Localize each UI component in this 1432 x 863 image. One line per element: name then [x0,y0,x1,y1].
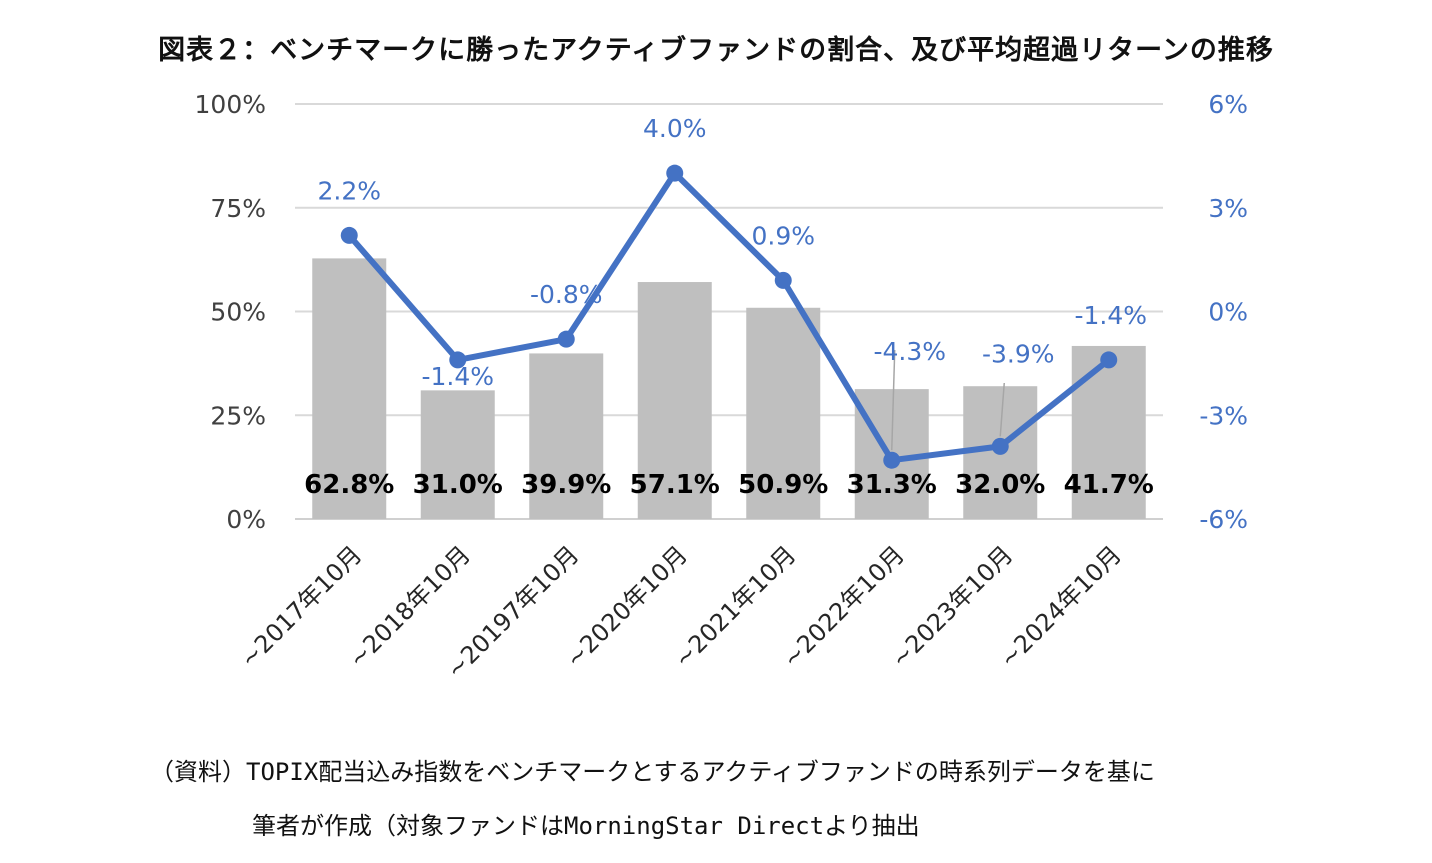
line-data-label: -0.8% [530,280,603,309]
line-point [449,351,467,369]
left-axis: 0% 25% 50% 75% 100% [195,90,266,534]
bar-data-label: 31.0% [413,470,503,500]
combo-chart: 62.8% 31.0% 39.9% 57.1% 50.9% 31.3% 32.0% 41.7%… [195,90,1248,684]
line-point [1100,351,1118,369]
bar-data-label: 39.9% [521,470,611,500]
bar [529,353,604,519]
leader-line [891,349,896,451]
bar-data-label: 31.3% [847,470,937,500]
left-axis-tick-label: 0% [226,505,266,534]
bar-data-labels: 62.8% 31.0% 39.9% 57.1% 50.9% 31.3% 32.0% 41.7% [304,470,1154,500]
bar-data-label: 50.9% [738,470,828,500]
x-axis: ~2017年10月~2018年10月~20197年10月~2020年10月~20… [235,540,1127,684]
right-axis-tick-label: 0% [1208,298,1248,327]
right-axis: -6% -3% 0% 3% 6% [1199,90,1248,534]
line-data-labels: 2.2% -1.4% -0.8% 4.0% 0.9% -4.3% -3.9% -1.4% [317,114,1147,391]
line-data-label: 4.0% [643,114,707,143]
bar-data-label: 57.1% [630,470,720,500]
line-data-label: -1.4% [421,362,494,391]
line-point [774,271,792,289]
bar-data-label: 41.7% [1064,470,1154,500]
left-axis-tick-label: 50% [210,298,266,327]
line-data-label: -3.9% [982,339,1055,368]
right-axis-tick-label: -6% [1199,505,1248,534]
line-data-label: 2.2% [317,176,381,205]
line-series [340,164,1118,469]
line-data-label: -1.4% [1074,301,1147,330]
bar [637,282,712,519]
line-point [666,164,684,182]
right-axis-tick-label: -3% [1199,401,1248,430]
chart-title: 図表２：ベンチマークに勝ったアクティブファンドの割合、及び平均超過リターンの推移 [158,35,1274,66]
left-axis-tick-label: 100% [195,90,266,119]
right-axis-tick-label: 3% [1208,194,1248,223]
line-data-label: 0.9% [751,221,815,250]
bar [312,258,387,519]
right-axis-tick-label: 6% [1208,90,1248,119]
line-data-label: -4.3% [873,337,946,366]
bar [420,390,495,519]
bar [746,307,821,519]
leader-lines [891,349,1005,451]
bar-data-label: 32.0% [955,470,1045,500]
line-point [883,451,901,469]
line-point [340,226,358,244]
bar [1071,345,1146,519]
line-point [557,330,575,348]
leader-line [999,382,1005,437]
source-note-line-1: （資料）TOPIX配当込み指数をベンチマークとするアクティブファンドの時系列デー… [150,758,1155,786]
source-note-line-2: 筆者が作成（対象ファンドはMorningStar Directより抽出 [252,812,920,840]
left-axis-tick-label: 25% [210,401,266,430]
bar-data-label: 62.8% [304,470,394,500]
line-path [346,170,1111,464]
left-axis-tick-label: 75% [210,194,266,223]
line-point [991,437,1009,455]
